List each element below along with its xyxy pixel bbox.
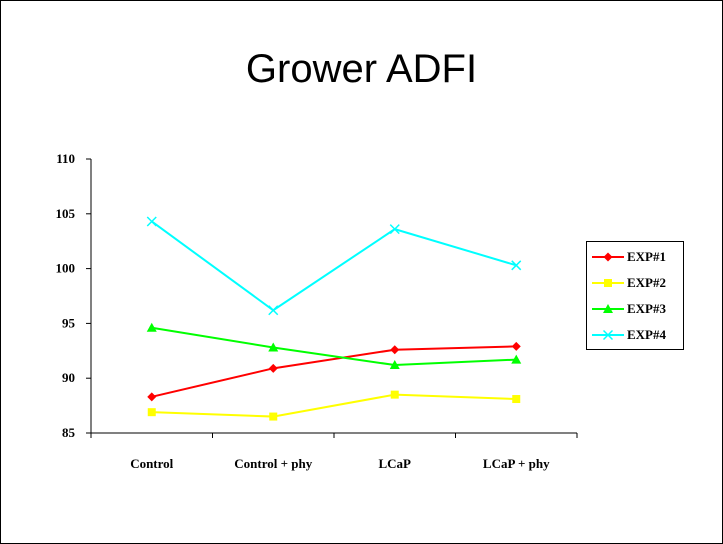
legend-item: EXP#4 [587,322,683,348]
marker-stroke [146,216,157,227]
legend-label: EXP#1 [627,249,666,264]
data-point [390,390,399,399]
data-point [146,216,157,227]
data-point [268,305,279,316]
marker-stroke [268,305,279,316]
series-exp-4 [146,216,522,316]
data-point [268,342,279,352]
legend-label: EXP#3 [627,301,666,316]
legend: EXP#1 EXP#2 EXP#3 EXP#4 [586,241,684,350]
y-tick-label: 100 [56,261,76,276]
legend-swatch [592,279,624,287]
marker-stroke [389,224,400,235]
x-tick-label: Control + phy [234,456,312,471]
y-tick-label: 90 [62,370,75,385]
data-point [511,260,522,271]
series-line [151,220,517,312]
series-line [151,393,517,418]
legend-item: EXP#3 [587,296,683,322]
legend-marker [603,252,613,262]
legend-label: EXP#4 [627,327,666,342]
data-point [511,341,521,351]
legend-marker [602,329,614,341]
y-tick-label: 105 [56,206,76,221]
data-point [511,354,522,364]
series-line [151,345,517,398]
x-tick-label: LCaP + phy [483,456,550,471]
legend-swatch [592,252,624,262]
chart-title: Grower ADFI [245,47,478,91]
legend-marker [603,304,613,313]
legend-label: EXP#2 [627,275,666,290]
series-layer [146,216,522,421]
axes [90,159,577,434]
x-tick-label: Control [130,456,173,471]
legend-swatch [592,304,624,313]
series-exp-3 [146,322,522,370]
data-point [390,345,400,355]
legend-marker [604,279,612,287]
data-point [512,395,521,404]
series-line [151,326,517,367]
data-point [147,392,157,402]
data-point [269,412,278,421]
x-tick-label: LCaP [379,456,412,471]
legend-swatch [592,329,624,341]
legend-item: EXP#1 [587,244,683,270]
data-point [389,224,400,235]
data-point [147,408,156,417]
y-tick-label: 85 [62,425,76,440]
legend-item: EXP#2 [587,270,683,296]
y-tick-label: 95 [62,315,76,330]
x-axis-ticks: Control Control + phy LCaP LCaP + phy [90,433,578,471]
y-axis-ticks: 85 90 95 100 105 110 [56,151,91,440]
marker-stroke [602,329,614,341]
series-exp-1 [147,341,521,402]
data-point [389,360,400,370]
marker-stroke [511,260,522,271]
series-exp-2 [147,390,521,421]
y-tick-label: 110 [56,151,75,166]
data-point [268,363,278,373]
data-point [146,322,157,332]
